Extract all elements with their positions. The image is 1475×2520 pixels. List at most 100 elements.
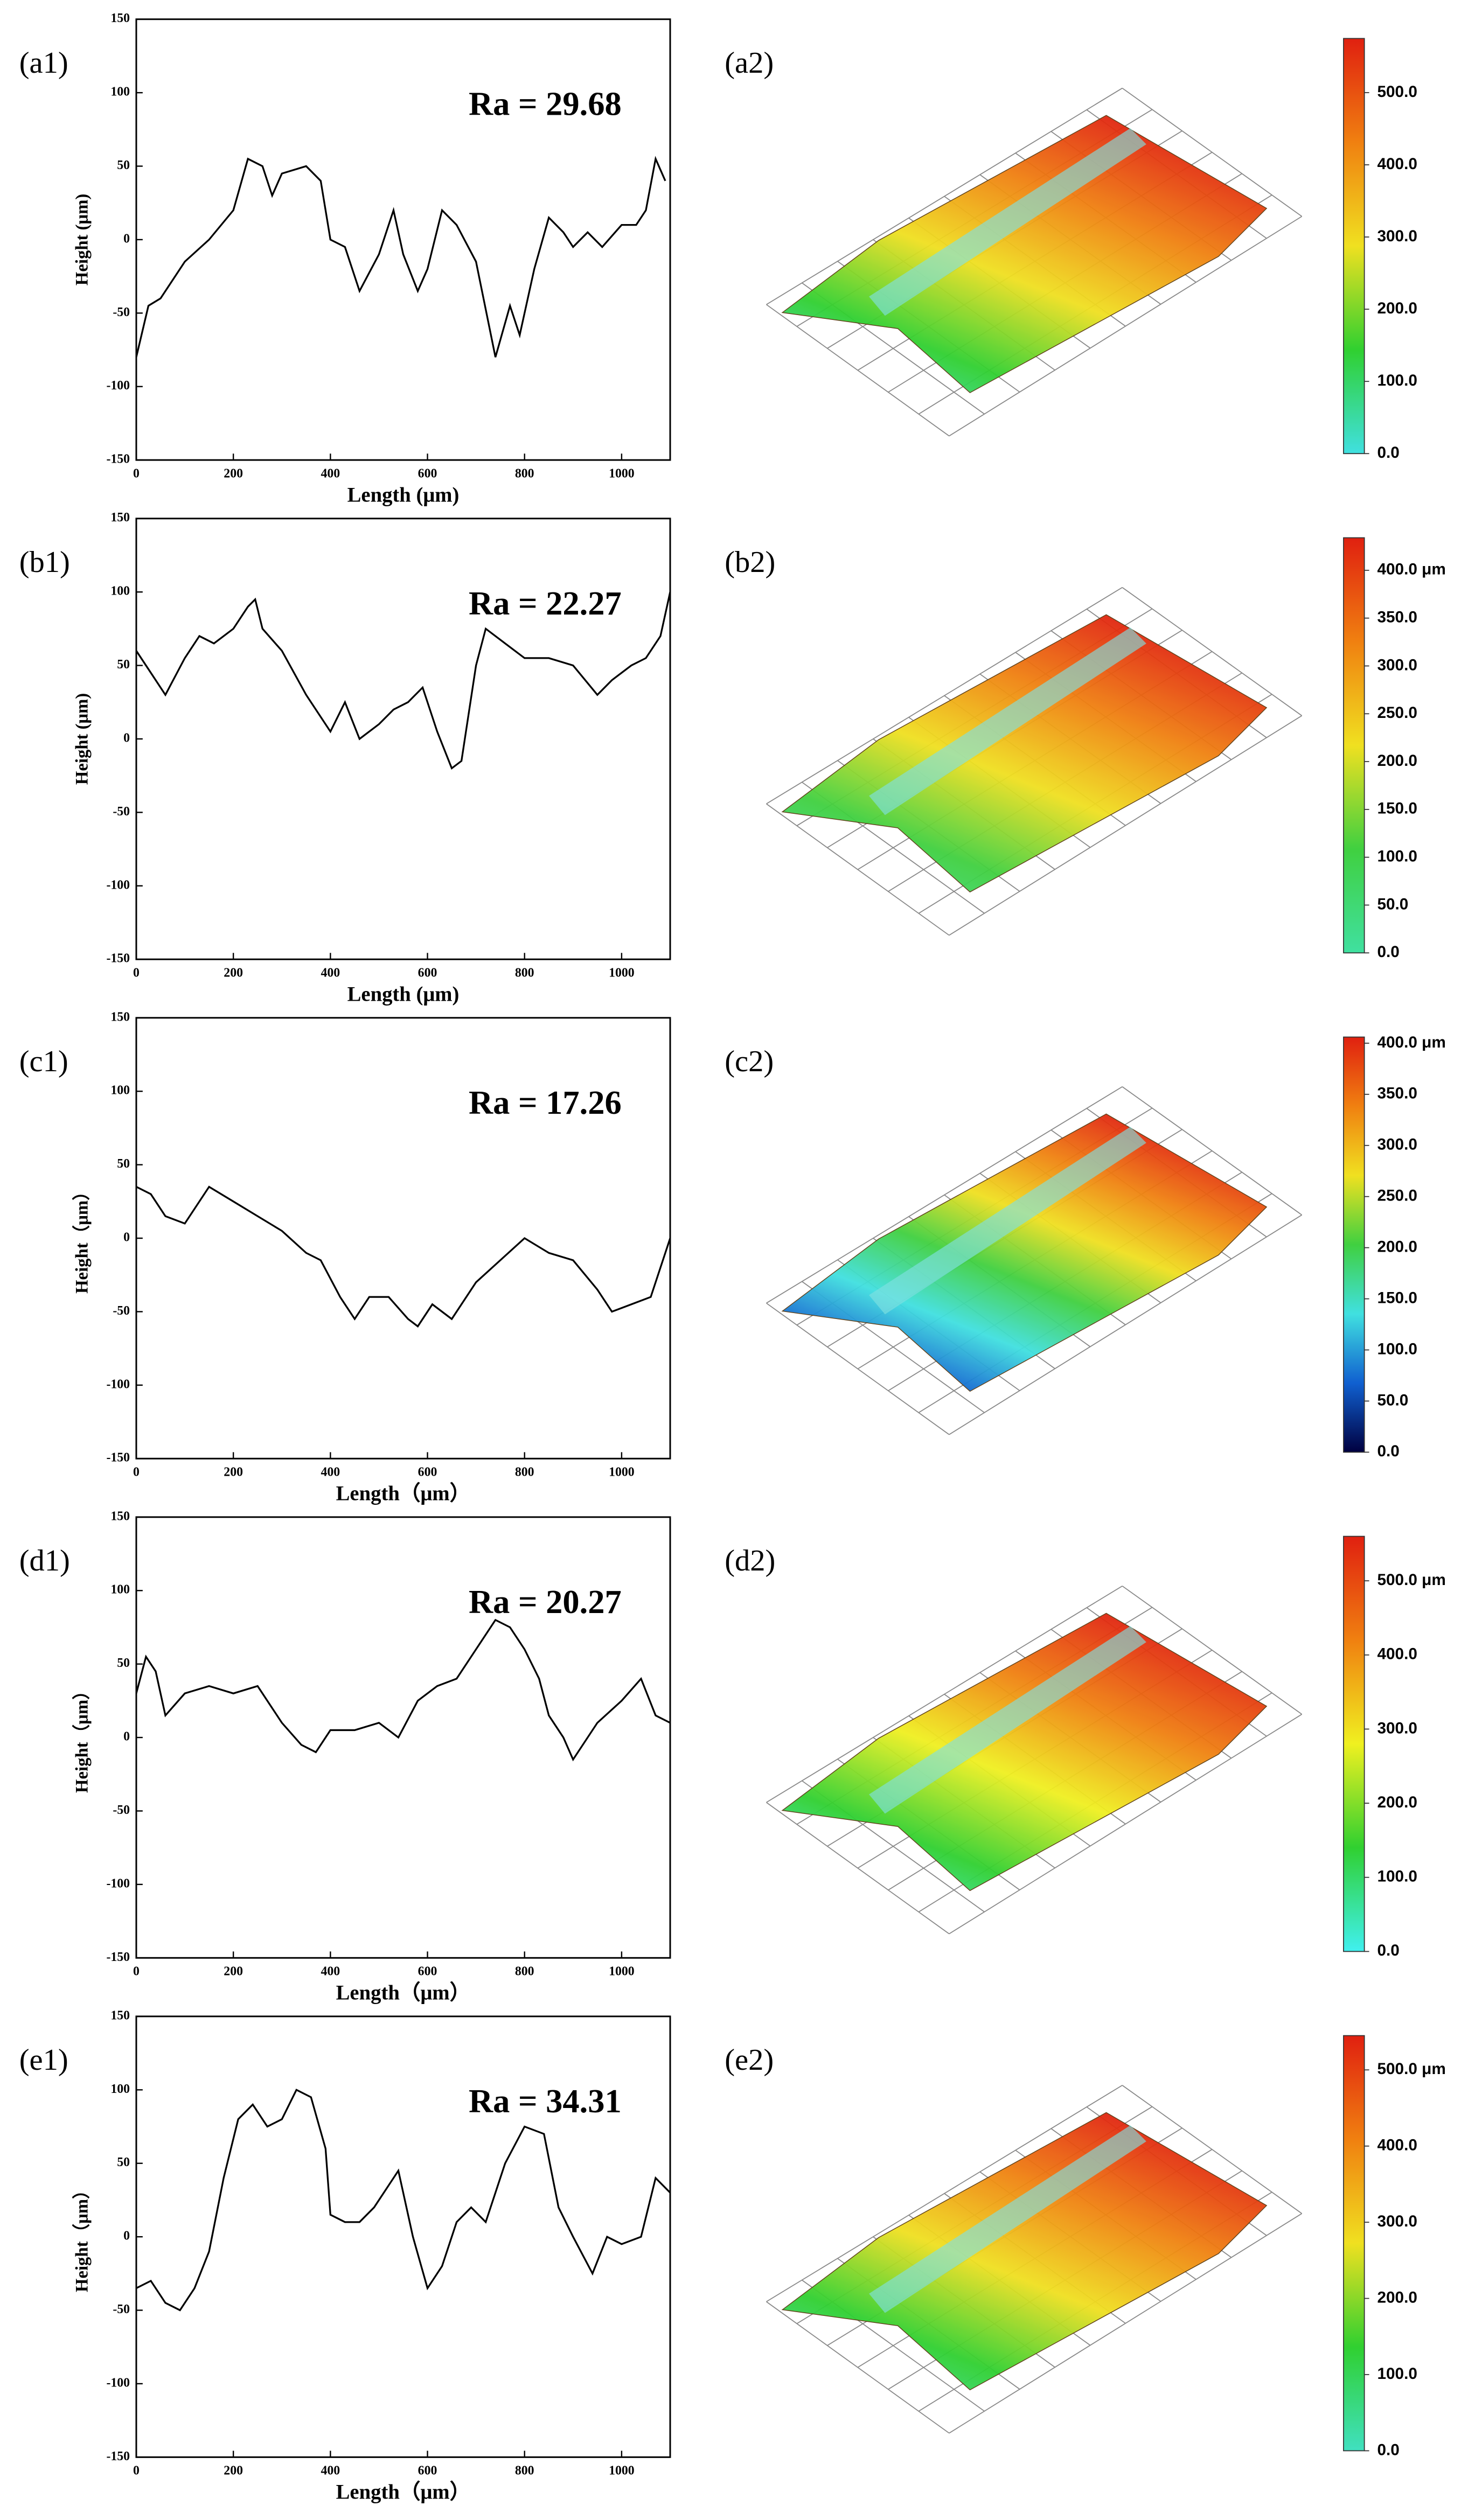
colorbar-tick-label: 200.0 (1377, 299, 1417, 317)
x-tick-label: 1000 (609, 1965, 635, 1979)
y-tick-label: 100 (110, 85, 130, 99)
x-tick-label: 0 (133, 966, 140, 980)
colorbar-tick-label: 0.0 (1377, 2441, 1399, 2459)
profile-line (136, 2089, 671, 2312)
colorbar-tick-label: 400.0 (1377, 2137, 1417, 2154)
y-tick-label: -100 (106, 1377, 130, 1391)
profile-line (135, 156, 666, 358)
y-tick-label: 150 (110, 1010, 130, 1024)
x-tick-label: 1000 (609, 2464, 635, 2478)
y-tick-label: -100 (106, 1876, 130, 1890)
panel-label: (a1) (19, 46, 68, 80)
profile-line (135, 591, 671, 770)
panel-label: (e2) (725, 2043, 774, 2077)
colorbar-tick-label: 0.0 (1377, 943, 1399, 961)
colorbar-tick-label: 300.0 (1377, 1136, 1417, 1154)
x-tick-label: 400 (321, 1465, 340, 1479)
colorbar-tick-label: 100.0 (1377, 372, 1417, 389)
grid-plane-line (949, 2213, 1303, 2434)
measurement-stripe (869, 1127, 1146, 1315)
panel-label: (b1) (19, 546, 70, 579)
y-axis-label: Height (μm) (72, 194, 92, 285)
x-tick-label: 600 (418, 966, 437, 980)
x-tick-label: 200 (224, 2464, 243, 2478)
y-tick-label: 150 (110, 2008, 130, 2022)
y-tick-label: -50 (113, 805, 130, 819)
x-tick-label: 0 (133, 1965, 140, 1979)
colorbar-tick-label: 350.0 (1377, 609, 1417, 626)
annotation: Ra = 29.68 (469, 85, 622, 123)
colorbar-tick-label: 0.0 (1377, 1942, 1399, 1959)
grid-plane-line (766, 587, 1123, 805)
colorbar-tick-label: 500.0 (1377, 83, 1417, 101)
x-tick-label: 0 (133, 2464, 140, 2478)
y-tick-label: 150 (110, 1509, 130, 1523)
colorbar (1343, 2035, 1365, 2452)
x-tick-label: 1000 (609, 966, 635, 980)
grid-plane-line (766, 2085, 1123, 2302)
x-axis-label: Length（μm） (336, 1981, 471, 2005)
y-tick-label: -150 (106, 2449, 130, 2463)
colorbar-tick-label: 200.0 (1377, 1793, 1417, 1811)
grid-plane-line (766, 1586, 1123, 1803)
colorbar-tick-label: 50.0 (1377, 895, 1408, 913)
measurement-stripe (869, 1626, 1146, 1814)
surface (781, 2112, 1268, 2391)
y-tick-label: -150 (106, 452, 130, 466)
surface (781, 1612, 1268, 1891)
panel-label: (e1) (19, 2043, 68, 2077)
colorbar-tick-label: 350.0 (1377, 1085, 1417, 1102)
measurement-stripe (869, 2125, 1146, 2313)
annotation: Ra = 17.26 (469, 1084, 622, 1121)
panel-label: (d2) (725, 1544, 775, 1577)
grid-plane-line (949, 216, 1303, 437)
y-tick-label: -50 (113, 305, 130, 319)
x-tick-label: 800 (515, 466, 534, 480)
colorbar-tick-label: 200.0 (1377, 752, 1417, 770)
measurement-stripe (869, 128, 1146, 316)
colorbar-tick-label: 250.0 (1377, 704, 1417, 722)
colorbar-tick-label: 100.0 (1377, 2365, 1417, 2383)
panel-label: (c1) (19, 1045, 68, 1078)
colorbar-tick-label: 400.0 μm (1377, 561, 1445, 578)
y-tick-label: -50 (113, 1304, 130, 1318)
colorbar-tick-label: 200.0 (1377, 1238, 1417, 1255)
colorbar-tick-label: 150.0 (1377, 1289, 1417, 1307)
x-tick-label: 800 (515, 966, 534, 980)
panel-label: (a2) (725, 46, 774, 80)
colorbar-tick-label: 500.0 μm (1377, 1571, 1445, 1589)
x-tick-label: 0 (133, 466, 140, 480)
y-tick-label: 100 (110, 584, 130, 598)
colorbar-tick-label: 300.0 (1377, 656, 1417, 674)
surface (781, 614, 1268, 893)
y-axis-label: Height (μm) (72, 693, 92, 785)
x-axis-label: Length（μm） (336, 2481, 471, 2504)
colorbar-tick-label: 200.0 (1377, 2288, 1417, 2306)
y-axis-label: Height（μm） (72, 1682, 92, 1793)
colorbar-tick-label: 300.0 (1377, 1719, 1417, 1737)
x-tick-label: 800 (515, 1465, 534, 1479)
y-axis-label: Height（μm） (72, 1183, 92, 1294)
grid-plane-line (949, 715, 1303, 936)
y-tick-label: 0 (123, 1230, 130, 1244)
panel-label: (b2) (725, 546, 775, 579)
profile-line (136, 1185, 671, 1328)
colorbar-tick-label: 400.0 (1377, 155, 1417, 173)
x-tick-label: 200 (224, 966, 243, 980)
x-tick-label: 1000 (609, 466, 635, 480)
y-tick-label: -100 (106, 379, 130, 393)
colorbar-tick-label: 500.0 μm (1377, 2060, 1445, 2078)
colorbar-tick-label: 0.0 (1377, 1442, 1399, 1460)
x-tick-label: 200 (224, 466, 243, 480)
panel-label: (d1) (19, 1544, 70, 1577)
x-axis-label: Length (μm) (347, 983, 460, 1006)
colorbar-tick-label: 100.0 (1377, 848, 1417, 865)
panel-label: (c2) (725, 1045, 774, 1078)
colorbar (1343, 1036, 1365, 1453)
y-axis-label: Height（μm） (72, 2181, 92, 2292)
colorbar-tick-label: 100.0 (1377, 1340, 1417, 1358)
y-tick-label: -100 (106, 878, 130, 892)
profile-line (135, 1618, 671, 1762)
x-tick-label: 600 (418, 1465, 437, 1479)
